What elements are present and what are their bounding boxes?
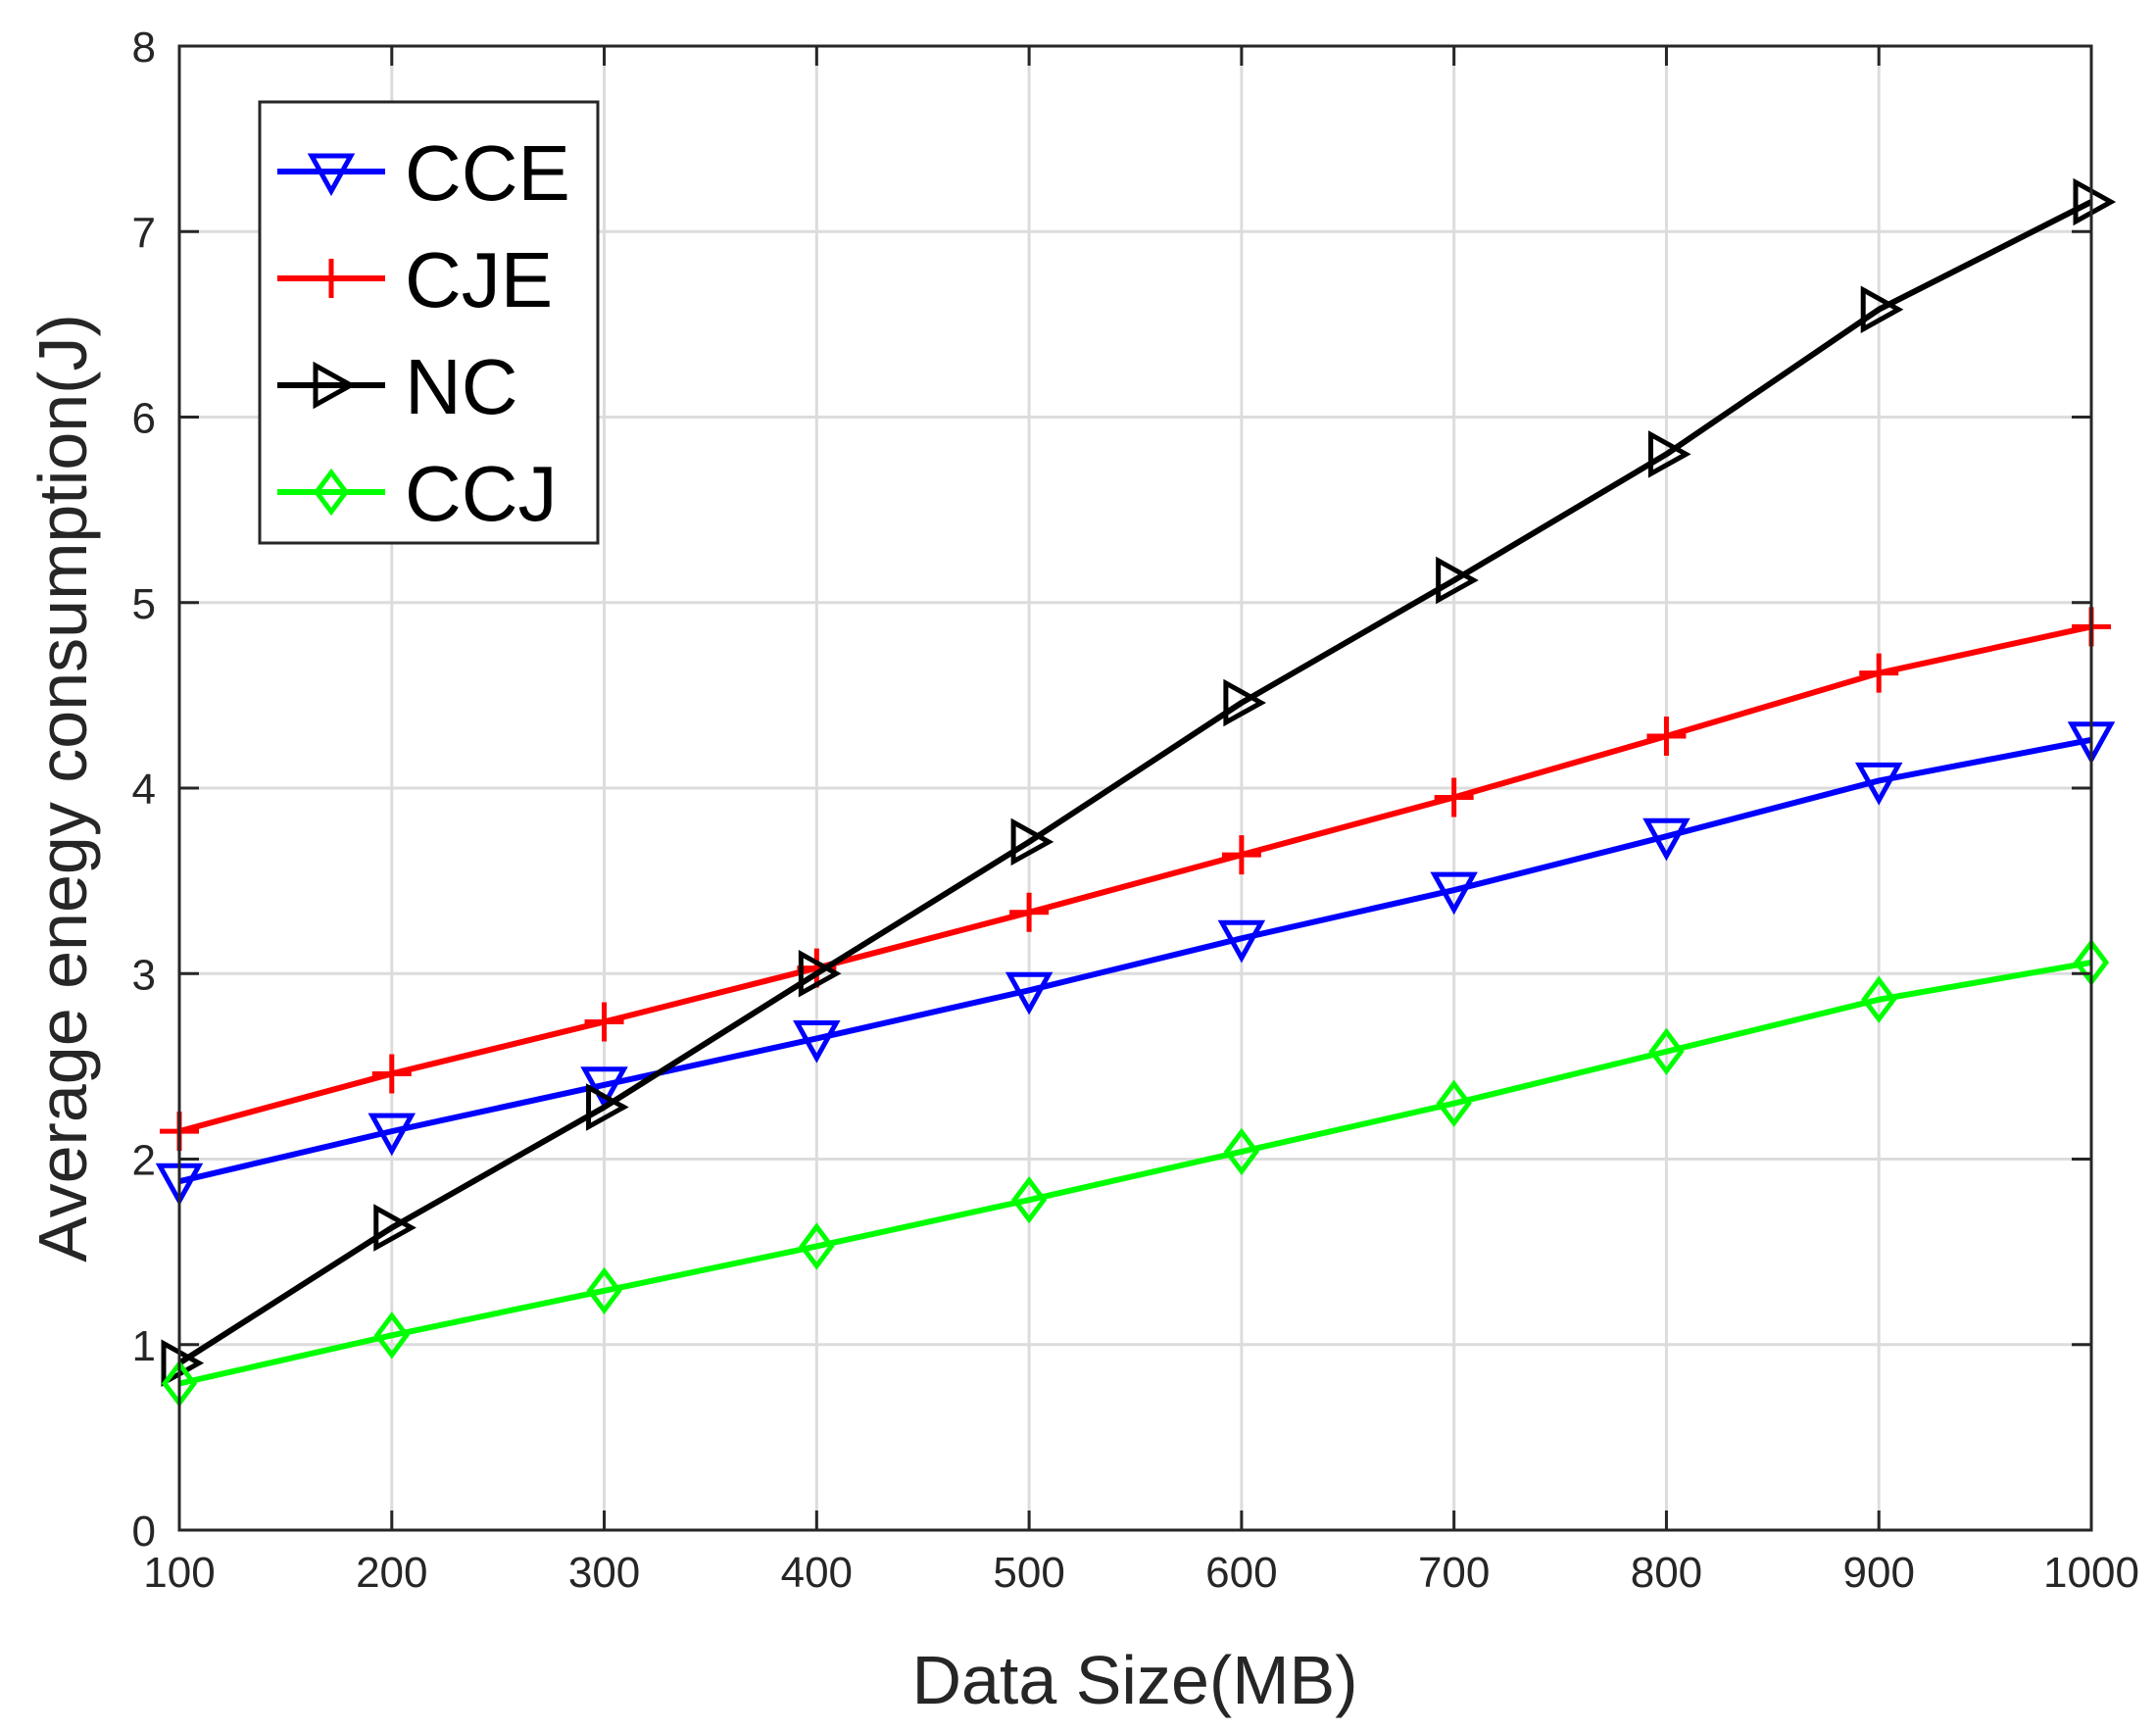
x-tick-label: 100 — [143, 1549, 215, 1597]
data-point-cce — [580, 1066, 628, 1110]
data-point-ccj — [1648, 1027, 1685, 1075]
data-point-ccj — [586, 1266, 622, 1315]
series-line-cje — [178, 623, 2092, 1135]
x-tick-label: 400 — [781, 1549, 853, 1597]
data-point-cce — [1430, 871, 1478, 916]
data-point-nc — [1223, 678, 1267, 727]
data-point-ccj — [1010, 1175, 1048, 1224]
legend-item-nc: NC — [277, 343, 518, 430]
legend-label: NC — [405, 343, 518, 430]
series-line-nc — [177, 199, 2093, 1366]
data-point-nc — [1436, 556, 1479, 605]
legend-label: CCJ — [405, 450, 558, 537]
data-point-nc — [798, 950, 842, 998]
data-point-nc — [1010, 817, 1054, 866]
x-tick-label: 200 — [356, 1549, 427, 1597]
x-tick-label: 700 — [1418, 1549, 1490, 1597]
y-tick-label: 5 — [132, 580, 156, 628]
data-point-cce — [1854, 762, 1903, 806]
series-cce — [155, 721, 2116, 1207]
y-tick-label: 7 — [132, 209, 156, 257]
data-point-nc — [1860, 285, 1904, 333]
legend-item-cje: CJE — [277, 236, 553, 323]
data-point-ccj — [1223, 1127, 1260, 1176]
y-tick-label: 0 — [132, 1508, 156, 1556]
x-tick-label: 900 — [1843, 1549, 1915, 1597]
data-point-cce — [1004, 971, 1054, 1015]
series-line-cce — [178, 736, 2092, 1185]
ticks: 100 200 300 400 500 600 700 800 900 1000 0 1 2 3 4 5 6 7 8 — [132, 24, 2139, 1597]
x-tick-label: 1000 — [2043, 1549, 2139, 1597]
data-point-cje — [371, 1054, 412, 1094]
legend-item-cce: CCE — [277, 129, 570, 217]
series-cje — [160, 607, 2111, 1152]
y-tick-label: 1 — [132, 1322, 156, 1370]
data-point-cje — [1646, 717, 1687, 757]
data-point-ccj — [799, 1222, 835, 1270]
y-axis-title: Average enegy consumption(J) — [24, 314, 101, 1263]
x-tick-label: 800 — [1631, 1549, 1702, 1597]
legend-marker-ccj — [313, 468, 350, 517]
legend-marker-cce — [307, 153, 356, 197]
x-axis-title: Data Size(MB) — [911, 1642, 1357, 1718]
data-point-cce — [793, 1019, 841, 1064]
data-point-cce — [1642, 817, 1690, 862]
data-point-nc — [161, 1339, 205, 1387]
x-tick-label: 500 — [993, 1549, 1064, 1597]
legend-label: CCE — [405, 129, 570, 217]
x-tick-label: 600 — [1205, 1549, 1277, 1597]
legend: CCE CJE NC CCJ — [258, 100, 600, 545]
y-tick-label: 4 — [132, 766, 156, 814]
data-point-cce — [1217, 919, 1266, 964]
data-point-cje — [584, 1002, 624, 1042]
series-line-ccj — [178, 959, 2092, 1387]
series-nc — [161, 177, 2117, 1387]
legend-box — [258, 100, 600, 545]
legend-marker-nc — [313, 361, 357, 410]
y-tick-label: 3 — [132, 951, 156, 999]
data-point-ccj — [1861, 975, 1897, 1023]
y-tick-label: 2 — [132, 1137, 156, 1185]
grid — [179, 46, 2091, 1530]
legend-label: CJE — [405, 236, 553, 323]
x-tick-label: 300 — [568, 1549, 640, 1597]
data-point-cce — [368, 1113, 416, 1157]
data-point-cje — [1221, 835, 1261, 875]
data-point-cje — [1859, 653, 1899, 693]
legend-item-ccj: CCJ — [277, 450, 558, 537]
data-point-nc — [586, 1083, 629, 1131]
y-tick-label: 8 — [132, 24, 156, 72]
data-point-nc — [2073, 177, 2117, 226]
y-tick-label: 6 — [132, 395, 156, 443]
data-point-nc — [373, 1204, 416, 1252]
data-point-ccj — [1436, 1079, 1472, 1127]
data-point-cje — [1434, 777, 1474, 817]
data-point-ccj — [373, 1312, 410, 1360]
data-point-cje — [1009, 892, 1050, 932]
data-point-nc — [1647, 430, 1691, 478]
legend-marker-cje — [312, 259, 351, 298]
